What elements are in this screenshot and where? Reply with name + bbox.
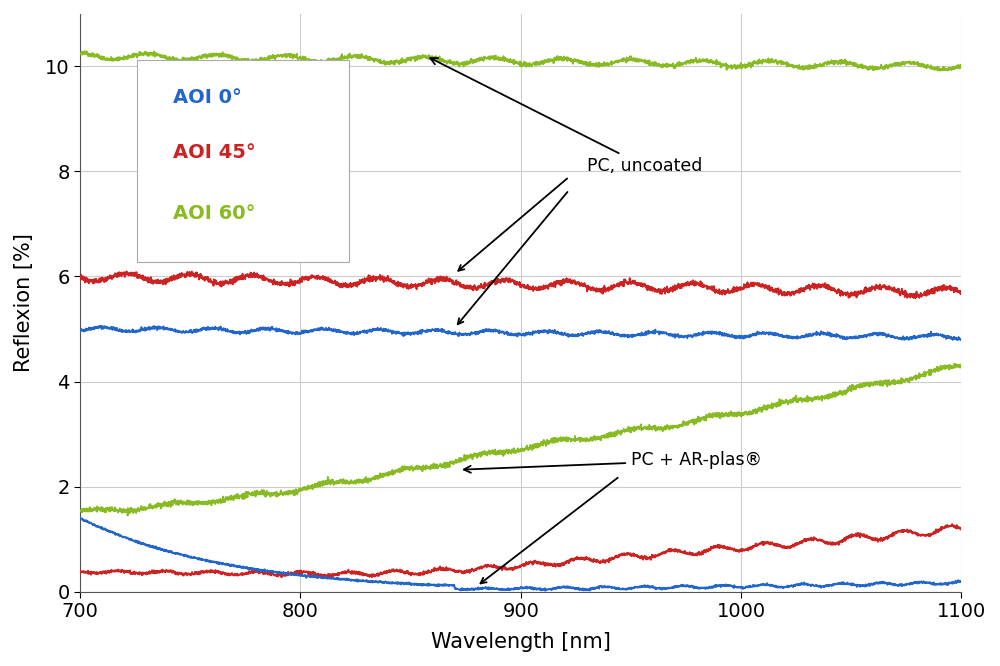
FancyBboxPatch shape <box>137 60 349 262</box>
Text: PC + AR-plas®: PC + AR-plas® <box>464 452 762 473</box>
Text: AOI 0°: AOI 0° <box>173 88 241 107</box>
X-axis label: Wavelength [nm]: Wavelength [nm] <box>431 632 611 652</box>
Text: PC, uncoated: PC, uncoated <box>430 58 702 175</box>
Y-axis label: Reflexion [%]: Reflexion [%] <box>14 233 34 372</box>
Text: AOI 45°: AOI 45° <box>173 143 255 162</box>
Text: AOI 60°: AOI 60° <box>173 204 255 222</box>
